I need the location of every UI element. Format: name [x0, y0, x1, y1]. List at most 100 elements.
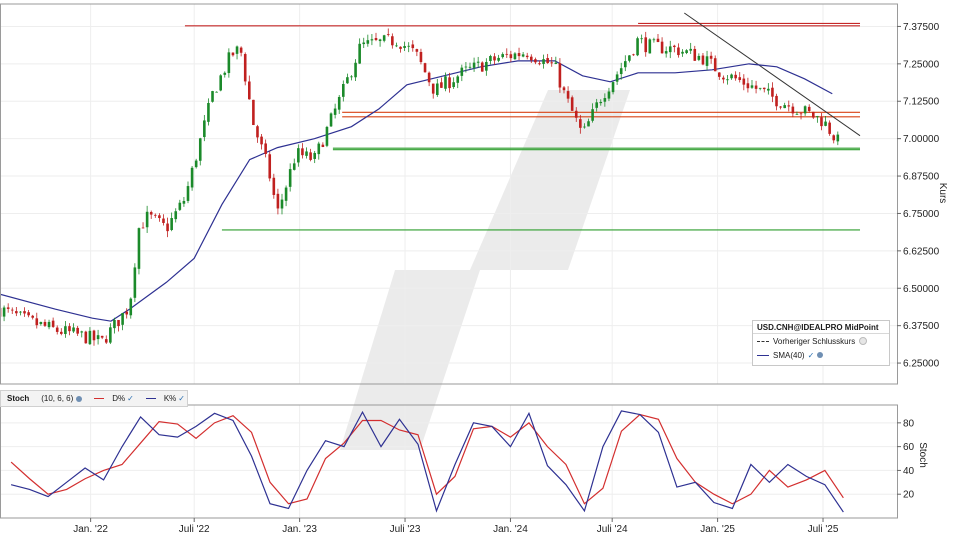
- candle-body: [207, 102, 210, 122]
- candle-body: [260, 136, 263, 145]
- candle-body: [235, 46, 239, 54]
- candle-body: [370, 39, 374, 41]
- date-axis-ticks: Jan. '22 Juli '22 Jan. '23 Juli '23 Jan. '24…: [73, 518, 839, 535]
- candle-body: [166, 223, 169, 232]
- candle-body: [513, 53, 517, 60]
- globe-icon[interactable]: [817, 352, 824, 358]
- candle-body: [816, 116, 819, 118]
- candle-body: [190, 167, 194, 188]
- candle-body: [366, 40, 370, 44]
- candle-body: [505, 53, 509, 55]
- candle-body: [726, 79, 729, 81]
- candle-body: [133, 267, 137, 298]
- stoch-legend-d[interactable]: D% ✓: [88, 394, 134, 403]
- candle-body: [305, 151, 308, 156]
- date-tick-label: Juli '23: [390, 524, 421, 535]
- legend-item-label: SMA(40): [773, 350, 805, 360]
- globe-icon[interactable]: [76, 395, 83, 402]
- candle-body: [722, 77, 725, 80]
- candle-body: [292, 163, 296, 170]
- visibility-dot-icon[interactable]: [859, 337, 868, 345]
- d-line-swatch: [94, 398, 105, 400]
- candle-body: [2, 307, 6, 317]
- candle-body: [717, 72, 721, 77]
- candle-body: [476, 61, 480, 63]
- candle-body: [243, 54, 247, 82]
- checkmark-icon[interactable]: ✓: [178, 394, 185, 403]
- price-tick-label: 6.75000: [903, 209, 940, 220]
- candle-body: [640, 38, 643, 40]
- candle-body: [501, 54, 504, 58]
- candle-body: [276, 193, 280, 209]
- candle-body: [284, 187, 288, 201]
- candle-body: [435, 83, 439, 95]
- candle-body: [771, 87, 774, 97]
- candle-body: [599, 101, 603, 104]
- candle-body: [227, 52, 231, 74]
- candle-body: [509, 54, 513, 59]
- price-tick-label: 6.87500: [903, 172, 940, 183]
- candle-body: [811, 111, 815, 118]
- candle-body: [636, 38, 639, 56]
- candle-body: [562, 87, 566, 91]
- candle-body: [19, 311, 22, 313]
- price-tick-label: 7.12500: [903, 97, 940, 108]
- candle-body: [656, 38, 660, 43]
- candle-body: [313, 152, 316, 159]
- candle-body: [595, 102, 598, 108]
- candle-body: [611, 82, 615, 93]
- candle-body: [407, 45, 410, 47]
- candle-body: [178, 202, 182, 210]
- candle-body: [628, 55, 631, 61]
- candle-body: [76, 327, 79, 334]
- candle-body: [546, 58, 549, 64]
- stoch-tick-label: 60: [903, 442, 915, 453]
- stoch-title: Stoch: [7, 394, 30, 403]
- candle-body: [68, 326, 71, 332]
- candle-body: [256, 126, 259, 138]
- candle-body: [141, 227, 145, 229]
- candle-body: [730, 74, 733, 79]
- candle-body: [632, 54, 635, 56]
- candle-body: [137, 228, 141, 269]
- candle-body: [301, 148, 304, 156]
- candle-body: [652, 39, 656, 41]
- stoch-legend-k[interactable]: K% ✓: [140, 394, 185, 403]
- candle-body: [762, 87, 766, 90]
- candle-body: [525, 55, 529, 58]
- legend-item-sma40[interactable]: SMA(40) ✓: [753, 348, 889, 362]
- candle-body: [55, 327, 59, 332]
- candle-body: [223, 72, 227, 75]
- candle-body: [10, 309, 14, 311]
- candle-body: [342, 83, 345, 97]
- candle-body: [615, 74, 619, 82]
- candle-body: [603, 98, 607, 102]
- candle-body: [668, 46, 672, 53]
- candle-body: [480, 62, 484, 72]
- candle-body: [84, 331, 88, 344]
- checkmark-icon[interactable]: ✓: [127, 394, 134, 403]
- candle-body: [117, 319, 120, 327]
- legend-item-previous-close[interactable]: Vorheriger Schlusskurs: [753, 334, 889, 348]
- candle-body: [288, 169, 292, 187]
- candle-body: [754, 85, 758, 89]
- stoch-axis-title: Stoch: [917, 442, 928, 468]
- candle-body: [836, 134, 840, 142]
- candle-body: [96, 335, 100, 340]
- sma40-line-group: [0, 60, 833, 322]
- candle-body: [791, 106, 795, 114]
- candle-body: [321, 144, 325, 147]
- candle-body: [64, 326, 67, 335]
- candle-body: [121, 313, 124, 325]
- candle-body: [129, 298, 133, 316]
- candle-body: [109, 327, 112, 343]
- candle-body: [411, 44, 415, 49]
- sma40-line: [0, 60, 833, 322]
- checkmark-icon[interactable]: ✓: [807, 350, 815, 360]
- candle-body: [742, 78, 746, 85]
- price-tick-label: 7.25000: [903, 59, 940, 70]
- candle-body: [795, 113, 799, 115]
- candle-body: [182, 200, 186, 204]
- date-tick-label: Juli '22: [179, 524, 210, 535]
